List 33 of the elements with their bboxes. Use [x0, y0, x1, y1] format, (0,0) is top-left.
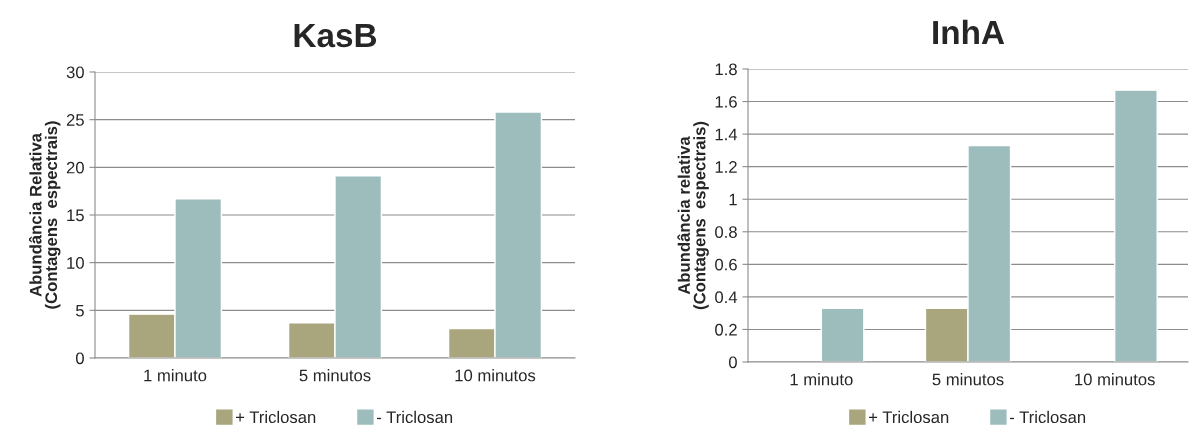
legend-label: + Triclosan — [869, 410, 949, 424]
y-axis-title: Abundância Relativa (Contagens espectrais) — [28, 121, 61, 309]
y-tick-label: 30 — [66, 66, 84, 79]
y-tick-label: 1.4 — [715, 128, 738, 141]
y-tick-label: 0.8 — [715, 226, 737, 238]
x-tick-label: 5 minutos — [299, 369, 371, 382]
y-tick-label: 25 — [66, 114, 84, 126]
chart-title: InhA — [933, 19, 1005, 44]
x-tick-label: 1 minuto — [144, 369, 207, 382]
y-tick-label: 0.6 — [715, 258, 737, 271]
y-tick-label: 15 — [67, 209, 84, 222]
y-tick-label: 1.6 — [715, 95, 737, 108]
y-tick-label: 1.8 — [715, 63, 737, 76]
y-tick-label: 20 — [66, 161, 84, 174]
y-tick-label: 0.4 — [715, 291, 738, 304]
legend-label: + Triclosan — [236, 410, 316, 424]
bar — [820, 307, 865, 362]
chart-title: KasB — [294, 24, 377, 48]
x-tick-label: 5 minutos — [932, 373, 1004, 386]
x-tick-label: 10 minutos — [455, 369, 536, 382]
y-axis-title: Abundância relativa (Contagens espectrais) — [677, 121, 709, 310]
bar — [1113, 89, 1158, 362]
y-tick-label: 10 — [67, 257, 84, 269]
x-tick-label: 1 minuto — [790, 373, 853, 386]
legend-label: - Triclosan — [1010, 410, 1086, 424]
y-tick-label: 0 — [75, 352, 84, 365]
y-tick-label: 1 — [729, 193, 737, 206]
y-tick-label: 0.2 — [715, 323, 737, 336]
y-tick-label: 0 — [728, 356, 737, 369]
legend-label: - Triclosan — [377, 410, 453, 424]
y-tick-label: 5 — [75, 304, 84, 317]
y-tick-label: 1.2 — [715, 161, 737, 173]
x-tick-label: 10 minutos — [1075, 373, 1155, 386]
